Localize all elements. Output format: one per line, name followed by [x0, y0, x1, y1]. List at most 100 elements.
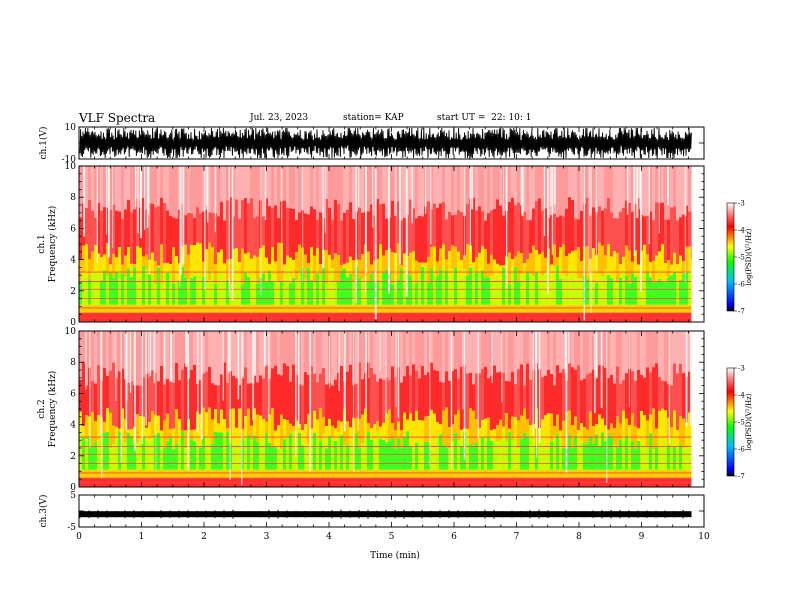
spectro-cell — [628, 304, 631, 313]
spectro-cell — [175, 409, 178, 444]
spectro-cell — [586, 331, 589, 375]
spectro-cell — [250, 383, 253, 426]
colorbar-tick-label: -3 — [738, 365, 745, 373]
spectro-cell — [637, 331, 640, 370]
spectro-cell — [526, 271, 529, 305]
spectro-cell — [136, 304, 139, 313]
spectro-cell — [688, 211, 691, 247]
spectro-cell — [79, 331, 82, 380]
spectro-cell — [238, 331, 241, 386]
ch3-waveform-ticks: 0 1 2 3 4 5 6 7 8 9 105-5 — [67, 491, 710, 542]
spectro-cell — [418, 262, 421, 274]
spectro-cell — [232, 331, 235, 376]
spectro-cell — [85, 385, 88, 416]
spectro-cell — [592, 207, 595, 249]
spectro-cell — [424, 206, 427, 263]
spectro-cell — [265, 198, 268, 258]
spectro-cell — [412, 282, 415, 305]
spectro-cell — [439, 166, 442, 204]
x-tick-label: 0 — [76, 532, 82, 542]
spectro-cell — [163, 263, 166, 269]
spectro-cell — [187, 469, 190, 478]
spectro-cell — [565, 275, 568, 305]
spectro-cell — [187, 278, 190, 305]
spectro-cell — [442, 266, 445, 305]
y-tick-label: 4 — [70, 256, 76, 266]
spectro-cell — [277, 242, 280, 283]
spectro-cell — [640, 374, 643, 412]
spectro-cell — [442, 444, 445, 470]
spectro-cell — [175, 218, 178, 257]
spectro-cell — [445, 331, 448, 372]
spectro-cell — [148, 331, 151, 373]
spectro-cell — [358, 207, 361, 260]
spectro-cell — [520, 469, 523, 478]
spectro-cell — [571, 304, 574, 313]
spectro-cell — [592, 443, 595, 470]
spectro-cell — [199, 414, 202, 448]
spectro-cell — [481, 368, 484, 421]
y-tick-label: 8 — [70, 358, 76, 368]
spectro-cell — [241, 469, 244, 478]
spectro-cell — [535, 271, 538, 305]
spectro-cell — [634, 166, 637, 204]
spectro-cell — [259, 469, 262, 478]
spectro-cell — [376, 258, 379, 282]
spectro-cell — [397, 421, 400, 439]
spectro-cell — [658, 331, 661, 377]
spectro-cell — [568, 469, 571, 478]
spectro-cell — [403, 376, 406, 413]
spectro-cell — [337, 420, 340, 432]
spectro-cell — [658, 469, 661, 478]
spectro-cell — [220, 201, 223, 250]
spectro-cell — [337, 255, 340, 282]
spectro-cell — [535, 166, 538, 202]
spectro-cell — [247, 434, 250, 470]
spectro-cell — [217, 304, 220, 313]
spectro-cell — [436, 436, 439, 470]
spectro-cell — [418, 304, 421, 313]
spectro-cell — [337, 166, 340, 204]
spectro-cell — [514, 469, 517, 478]
spectro-cell — [394, 469, 397, 478]
spectro-cell — [94, 469, 97, 478]
spectro-cell — [619, 166, 622, 212]
x-tick-label: 1 — [139, 532, 145, 542]
spectro-cell — [688, 304, 691, 313]
spectro-cell — [106, 304, 109, 313]
spectro-cell — [265, 331, 268, 366]
spectro-cell — [136, 442, 139, 470]
spectro-cell — [151, 166, 154, 204]
spectro-cell — [118, 267, 121, 305]
spectro-cell — [331, 166, 334, 220]
spectro-cell — [652, 220, 655, 262]
spectro-cell — [535, 201, 538, 251]
spectro-cell — [451, 424, 454, 442]
spectro-cell — [589, 372, 592, 412]
spectro-cell — [193, 429, 196, 442]
spectro-cell — [637, 264, 640, 276]
spectro-cell — [208, 304, 211, 313]
spectro-cell — [562, 447, 565, 470]
spectro-cell — [472, 262, 475, 266]
spectro-cell — [121, 304, 124, 313]
spectro-cell — [157, 331, 160, 382]
spectro-cell — [325, 448, 328, 470]
spectro-cell — [277, 304, 280, 313]
spectro-cell — [238, 304, 241, 313]
spectro-cell — [430, 449, 433, 470]
spectro-cell — [208, 166, 211, 213]
spectro-cell — [316, 382, 319, 420]
spectro-cell — [610, 278, 613, 305]
spectro-cell — [592, 369, 595, 427]
spectro-cell — [211, 469, 214, 478]
spectro-cell — [544, 331, 547, 376]
spectro-cell — [424, 262, 427, 268]
spectro-cell — [487, 213, 490, 264]
spectro-cell — [274, 304, 277, 313]
spectro-cell — [478, 166, 481, 207]
spectro-cell — [334, 428, 337, 442]
spectro-cell — [406, 469, 409, 478]
spectro-cell — [220, 166, 223, 202]
